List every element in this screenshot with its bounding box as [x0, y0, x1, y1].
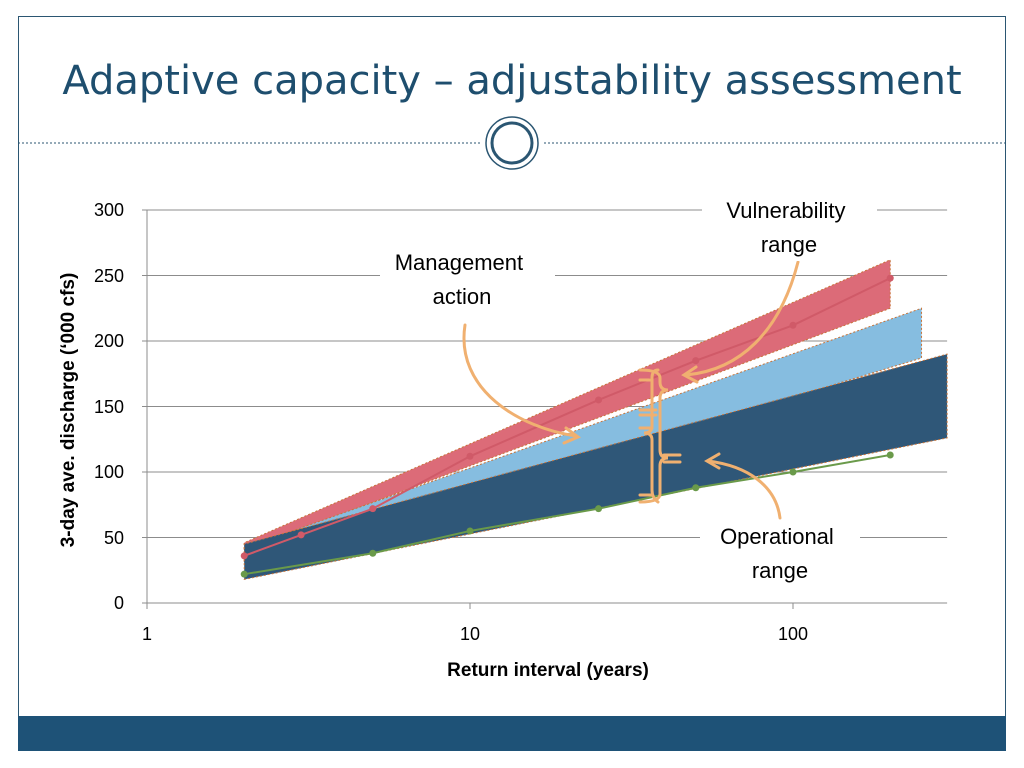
- red-line-point: [789, 321, 797, 329]
- y-tick-labels: 0 50 100 150 200 250 300: [94, 200, 124, 613]
- y-tick-label: 50: [104, 528, 124, 548]
- x-tick-label: 100: [778, 624, 808, 644]
- green-line-point: [369, 549, 377, 557]
- red-line-point: [297, 531, 305, 539]
- y-tick-label: 250: [94, 266, 124, 286]
- green-line-point: [789, 468, 797, 476]
- arrowhead-management: [562, 426, 581, 445]
- green-line-point: [240, 570, 248, 578]
- y-axis-title: 3-day ave. discharge (‘000 cfs): [58, 273, 79, 548]
- annotation-vulnerability: Vulnerability range: [726, 198, 851, 257]
- x-tick-labels: 1 10 100: [142, 624, 808, 644]
- arrow-vulnerability: [684, 260, 800, 377]
- red-line: [243, 277, 891, 557]
- red-line-point: [595, 396, 603, 404]
- y-tick-label: 100: [94, 462, 124, 482]
- bracket-ticks: [638, 378, 682, 497]
- annotation-arrows: [462, 260, 800, 520]
- red-line-point: [886, 274, 894, 282]
- axes: [142, 209, 948, 609]
- arrow-operational: [706, 459, 782, 520]
- x-tick-label: 1: [142, 624, 152, 644]
- label-bg-vulnerability: [702, 193, 877, 261]
- y-tick-label: 150: [94, 397, 124, 417]
- series-lines: [240, 274, 894, 578]
- red-line-point: [240, 552, 248, 560]
- y-tick-label: 200: [94, 331, 124, 351]
- green-line-point: [886, 451, 894, 459]
- bracket-right: [638, 368, 669, 504]
- arrowhead-operational: [704, 452, 721, 470]
- label-bg-management: [380, 245, 555, 313]
- red-line-point: [369, 505, 377, 513]
- ring-inner: [490, 121, 534, 165]
- x-axis-title: Return interval (years): [447, 660, 649, 681]
- green-line-point: [466, 527, 474, 535]
- band-vulnerability: [243, 259, 891, 552]
- y-tick-label: 300: [94, 200, 124, 220]
- label-bg-operational: [700, 520, 860, 588]
- arrow-management: [462, 323, 578, 438]
- x-tick-label: 10: [460, 624, 480, 644]
- footer-bar: [18, 716, 1006, 751]
- bands-layer: [243, 259, 948, 581]
- red-line-point: [466, 452, 474, 460]
- green-line-point: [595, 505, 603, 513]
- annotation-management: Management action: [395, 250, 530, 309]
- red-line-point: [692, 357, 700, 365]
- annotation-operational: Operational range: [720, 524, 840, 583]
- y-tick-label: 0: [114, 593, 124, 613]
- green-line-point: [692, 484, 700, 492]
- slide-title: Adaptive capacity – adjustability assess…: [62, 58, 962, 104]
- arrowhead-vulnerability: [681, 365, 699, 384]
- range-brackets: [638, 368, 682, 504]
